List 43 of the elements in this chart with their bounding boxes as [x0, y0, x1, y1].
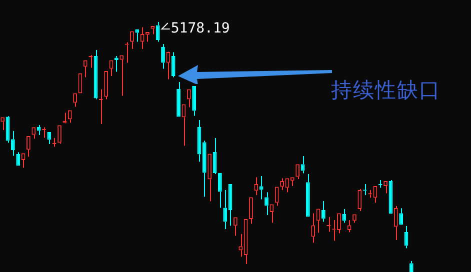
candlestick	[176, 82, 180, 117]
candlestick	[104, 71, 108, 100]
candlestick	[311, 212, 316, 244]
candlestick	[337, 213, 341, 234]
candlestick	[306, 174, 310, 217]
candlestick	[321, 200, 326, 222]
candlestick	[36, 124, 41, 136]
candlestick	[218, 173, 222, 208]
annotation: 持续性缺口	[331, 77, 441, 104]
candlestick	[73, 93, 77, 108]
candlestick	[130, 31, 134, 50]
candlestick	[192, 86, 196, 116]
annotation: 5178.19	[170, 20, 230, 37]
candlestick	[47, 132, 52, 144]
candlestick	[32, 127, 36, 140]
candlestick	[58, 125, 62, 144]
candlestick	[146, 32, 150, 42]
candlestick	[342, 208, 346, 224]
candlestick	[68, 110, 72, 124]
candlestick	[399, 208, 404, 225]
candlestick	[347, 220, 352, 233]
candlestick	[249, 197, 253, 224]
candlestick	[394, 206, 398, 240]
candlestick	[171, 52, 176, 78]
candlestick	[208, 154, 212, 202]
candlestick	[0, 117, 5, 130]
candlestick	[259, 176, 264, 200]
candlestick	[140, 26, 144, 50]
candlestick	[135, 29, 140, 42]
candlestick	[120, 55, 124, 96]
candlestick	[274, 186, 279, 206]
candlestick	[166, 52, 170, 80]
candlestick	[150, 26, 155, 35]
candlestick	[156, 22, 160, 42]
candlestick	[254, 176, 258, 196]
candlestick	[186, 89, 191, 108]
candlestick	[161, 44, 165, 70]
candlestick	[373, 186, 378, 204]
candlestick	[26, 136, 30, 158]
candlestick	[352, 214, 356, 224]
candlestick	[264, 192, 268, 216]
candlestick	[409, 260, 414, 272]
candlestick	[358, 188, 362, 212]
